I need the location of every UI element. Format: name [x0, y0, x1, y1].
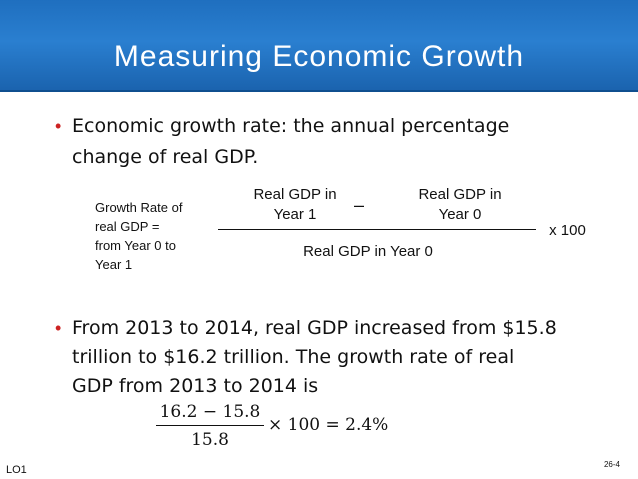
slide-number: 26-4 — [603, 460, 620, 469]
numerator-left-line-1: Real GDP in — [253, 186, 337, 203]
learning-objective-label: LO1 — [6, 464, 27, 476]
fraction-bar — [218, 229, 536, 230]
bullet-2-line-2: trillion to $16.2 trillion. The growth r… — [72, 346, 515, 368]
numerator-left-line-2: Year 1 — [273, 206, 317, 223]
example-result: × 100 = 2.4% — [268, 415, 389, 435]
formula-lhs-line-1: Growth Rate of — [95, 200, 183, 215]
bullet-marker: • — [55, 318, 62, 338]
example-numerator: 16.2 − 15.8 — [159, 402, 261, 422]
multiplier: x 100 — [549, 222, 586, 239]
example-fraction-bar — [156, 425, 264, 426]
title-banner — [0, 0, 638, 92]
formula-lhs-line-2: real GDP = — [95, 219, 160, 234]
title-banner-divider — [0, 90, 638, 92]
slide-title: Measuring Economic Growth — [113, 40, 525, 73]
formula-lhs-line-4: Year 1 — [95, 257, 133, 272]
numerator-right-line-2: Year 0 — [438, 206, 482, 223]
bullet-2-line-3: GDP from 2013 to 2014 is — [72, 375, 319, 397]
bullet-1-line-1: Economic growth rate: the annual percent… — [72, 115, 510, 137]
minus-sign: – — [353, 195, 364, 215]
example-denominator: 15.8 — [191, 430, 229, 450]
numerator-right-line-1: Real GDP in — [418, 186, 502, 203]
bullet-marker: • — [55, 116, 62, 136]
bullet-1-line-2: change of real GDP. — [72, 146, 259, 168]
formula-lhs-line-3: from Year 0 to — [95, 238, 176, 253]
bullet-2-line-1: From 2013 to 2014, real GDP increased fr… — [72, 317, 557, 339]
denominator: Real GDP in Year 0 — [303, 243, 433, 260]
